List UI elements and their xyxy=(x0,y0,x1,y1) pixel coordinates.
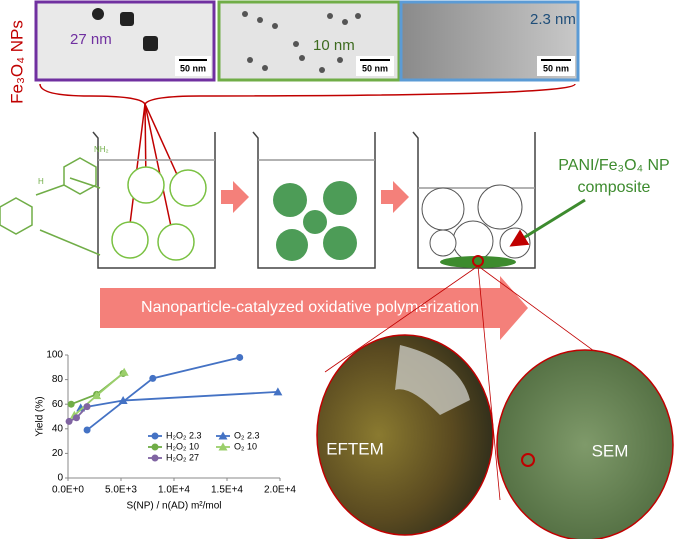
yield-chart: 0 20 40 60 80 100 0.0E+0 5.0E+3 1.0E+4 1.5E+4 2.0E… xyxy=(35,350,297,512)
legend-label: H₂O₂ 2.3 xyxy=(166,430,202,440)
legend-label: O₂ 10 xyxy=(234,441,257,451)
marker xyxy=(65,417,73,425)
legend-label: H₂O₂ 27 xyxy=(166,452,199,462)
marker xyxy=(236,353,244,361)
micrograph-label: SEM xyxy=(592,441,629,460)
step-arrows xyxy=(221,181,409,213)
marker xyxy=(92,391,102,400)
x-tick-label: 2.0E+4 xyxy=(264,485,296,496)
process-arrow xyxy=(100,276,528,340)
marker xyxy=(218,442,228,451)
nanoparticles-label: Fe₃O₄ NPs xyxy=(7,20,26,104)
legend-label: O₂ 2.3 xyxy=(234,430,260,440)
marker xyxy=(218,431,228,440)
scale-bars: 50 nm 50 nm 50 nm xyxy=(175,56,575,76)
marker xyxy=(151,443,159,451)
y-tick-label: 80 xyxy=(52,374,64,385)
x-tick-label: 0.0E+0 xyxy=(52,485,84,496)
size-label: 10 nm xyxy=(313,37,355,54)
y-tick-label: 0 xyxy=(57,473,63,484)
x-tick-label: 1.0E+4 xyxy=(158,485,190,496)
x-tick-label: 1.5E+4 xyxy=(211,485,243,496)
scale-bar-label: 50 nm xyxy=(362,63,388,73)
marker xyxy=(119,367,129,376)
micrograph-label: EFTEM xyxy=(326,439,384,458)
marker xyxy=(151,432,159,440)
micelles xyxy=(111,166,207,261)
series-line xyxy=(73,371,125,416)
x-axis-label: S(NP) / n(AD) m²/mol xyxy=(127,501,222,512)
marker xyxy=(76,403,86,412)
monomer xyxy=(0,157,101,256)
legend-label: H₂O₂ 10 xyxy=(166,441,199,451)
x-tick-label: 5.0E+3 xyxy=(105,485,137,496)
sem-image xyxy=(496,349,674,541)
composite-precipitate xyxy=(440,256,516,268)
marker xyxy=(273,387,283,396)
marker xyxy=(149,374,157,382)
y-tick-label: 20 xyxy=(52,448,64,459)
beakers xyxy=(92,131,536,269)
scale-bar-label: 50 nm xyxy=(543,63,569,73)
marker xyxy=(83,426,91,434)
molecule-label: NH₂ xyxy=(94,145,109,154)
series-line xyxy=(80,391,278,409)
y-tick-label: 60 xyxy=(52,399,64,410)
composite-arrow xyxy=(509,198,586,247)
polymer xyxy=(273,181,357,261)
y-axis-label: Yield (%) xyxy=(35,396,46,436)
marker xyxy=(118,396,128,405)
marker xyxy=(67,400,75,408)
composite-label: composite xyxy=(578,179,651,196)
molecule-label: H xyxy=(38,177,44,186)
brace xyxy=(39,83,576,106)
series-line xyxy=(70,372,124,406)
y-tick-label: 100 xyxy=(46,350,63,361)
composite-label: PANI/Fe₃O₄ NP xyxy=(558,157,669,174)
tem-images: 27 nm 10 nm 2.3 nm 50 nm 50 nm 50 nm xyxy=(34,0,580,82)
marker xyxy=(72,414,80,422)
y-tick-label: 40 xyxy=(52,423,64,434)
size-label: 2.3 nm xyxy=(530,11,576,28)
marker xyxy=(151,454,159,462)
scale-bar-label: 50 nm xyxy=(180,63,206,73)
size-label: 27 nm xyxy=(70,31,112,48)
series-line xyxy=(86,356,240,431)
marker xyxy=(83,403,91,411)
bubbles xyxy=(421,184,531,262)
process-label: Nanoparticle-catalyzed oxidative polymer… xyxy=(141,299,479,316)
